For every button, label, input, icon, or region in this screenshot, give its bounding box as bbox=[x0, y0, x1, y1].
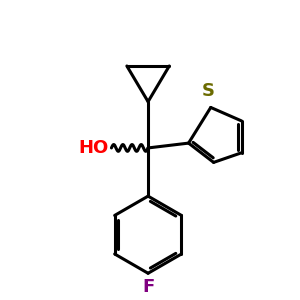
Text: HO: HO bbox=[78, 139, 109, 157]
Text: S: S bbox=[201, 82, 214, 100]
Text: F: F bbox=[142, 278, 154, 296]
